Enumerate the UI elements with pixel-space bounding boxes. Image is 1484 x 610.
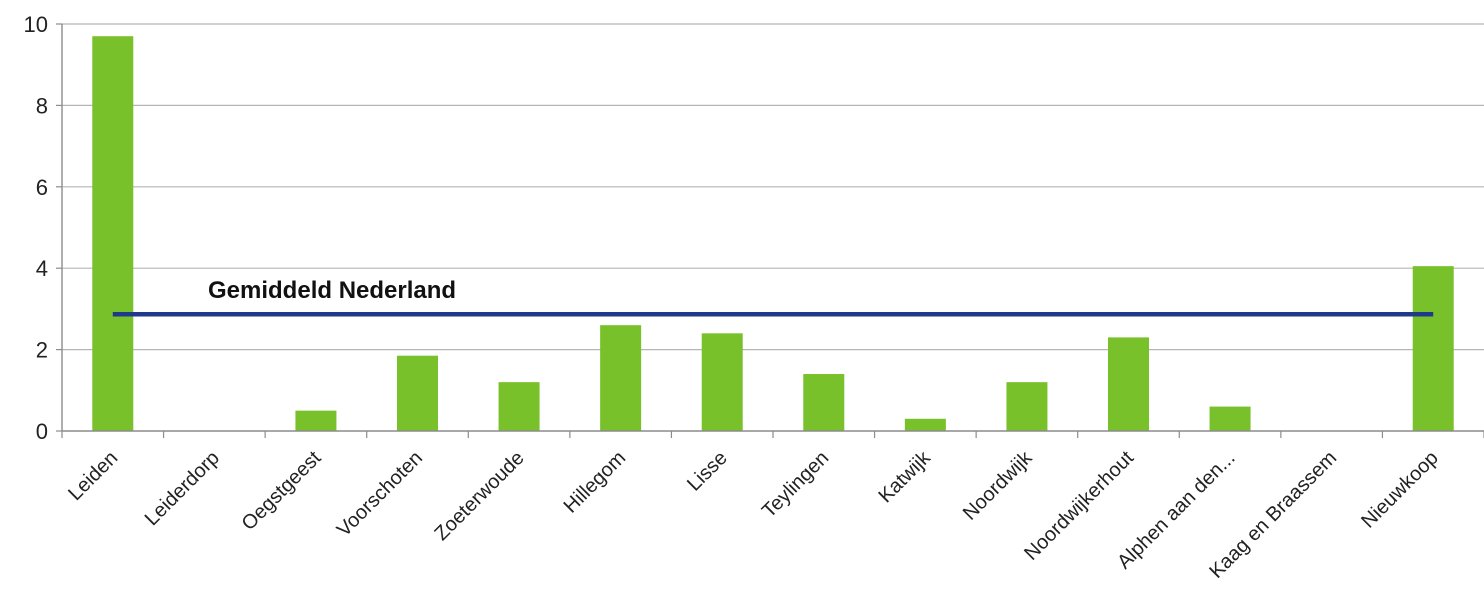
gridlines — [62, 23, 1484, 351]
bar-voorschoten — [397, 355, 438, 431]
bar-katwijk — [904, 418, 946, 431]
bar-leiden — [92, 36, 134, 432]
y-tick-label: 8 — [36, 93, 48, 118]
x-tick-label: Noordwijkerhout — [1020, 447, 1138, 565]
reference-line-group: Gemiddeld Nederland — [112, 277, 1434, 317]
y-tick-label: 0 — [36, 419, 48, 444]
x-tick-label: Voorschoten — [333, 447, 427, 541]
x-tick-label: Zoeterwoude — [430, 447, 528, 545]
x-tick-label: Nieuwkoop — [1357, 447, 1443, 533]
x-tick-label: Teylingen — [758, 447, 833, 522]
x-tick-label: Katwijk — [875, 446, 936, 507]
bar-oegstgeest — [295, 410, 337, 431]
x-tick-label: Hillegom — [560, 447, 631, 518]
reference-line-label: Gemiddeld Nederland — [208, 277, 456, 304]
bar-teylingen — [803, 374, 845, 431]
y-tick-label: 6 — [36, 175, 48, 200]
x-tick-label: Lisse — [683, 447, 732, 496]
y-tick-label: 10 — [24, 12, 48, 37]
x-tick-label: Oegstgeest — [238, 447, 326, 535]
bar-noordwijk — [1006, 382, 1048, 431]
x-tick-label: Noordwijk — [959, 446, 1037, 524]
bars — [92, 36, 1454, 432]
bar-noordwijkerhout — [1108, 337, 1149, 431]
bar-nieuwkoop — [1412, 266, 1454, 431]
bar-alphen-aan-den — [1209, 406, 1251, 431]
x-tick-label: Leiderdorp — [141, 447, 224, 530]
x-tick-label: Leiden — [64, 447, 122, 505]
y-tick-label: 4 — [36, 256, 48, 281]
bar-lisse — [701, 333, 743, 431]
bar-zoeterwoude — [498, 382, 540, 431]
bar-hillegom — [600, 325, 642, 431]
y-tick-label: 2 — [36, 338, 48, 363]
